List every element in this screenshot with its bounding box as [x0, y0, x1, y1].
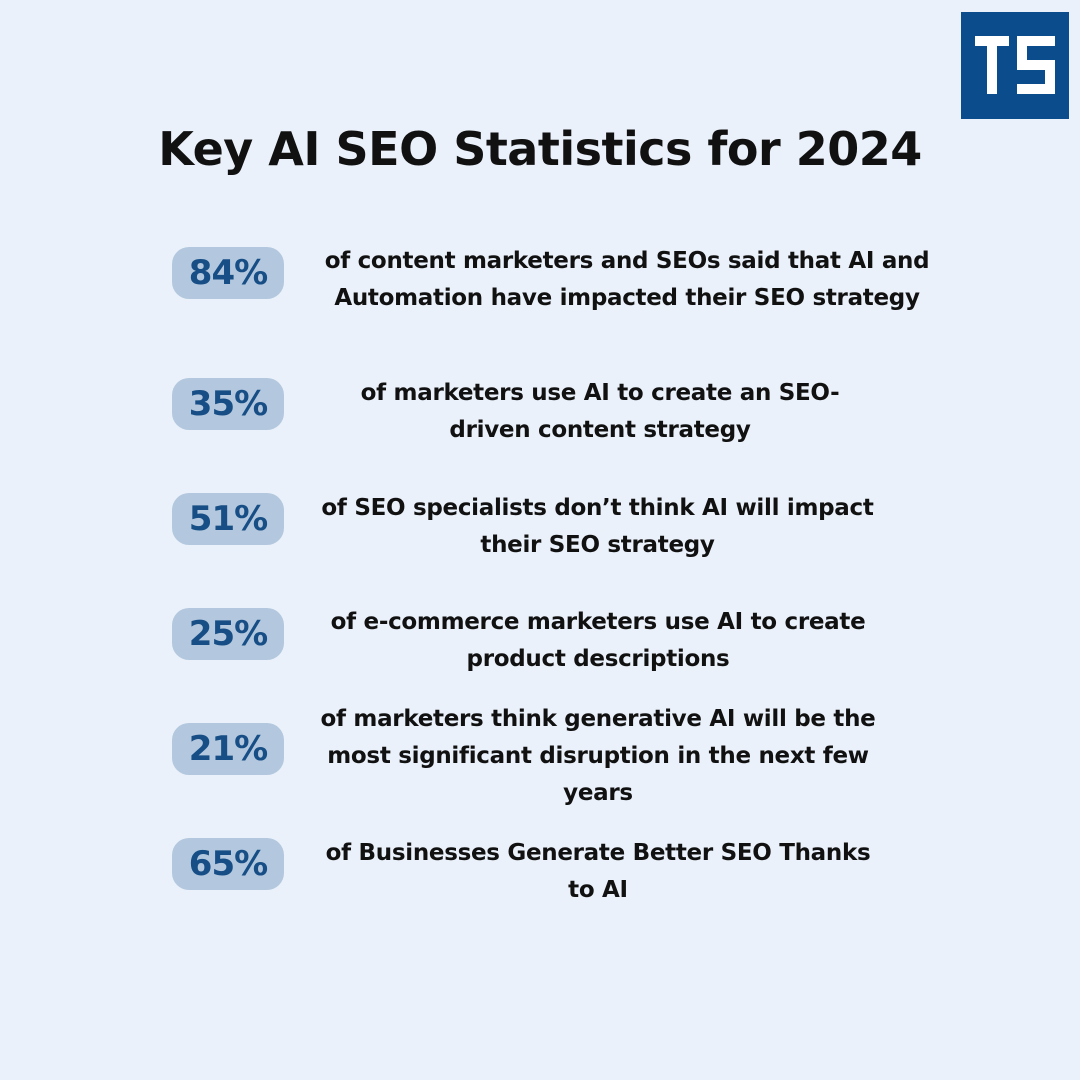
stat-description: of marketers think generative AI will be… [320, 706, 876, 806]
stat-percentage-badge: 51% [172, 493, 284, 545]
stat-description: of Businesses Generate Better SEO Thanks… [325, 840, 871, 903]
stat-item: 21% of marketers think generative AI wil… [0, 700, 1080, 820]
stat-percentage-badge: 65% [172, 838, 284, 890]
stat-item: 65% of Businesses Generate Better SEO Th… [0, 834, 1080, 954]
stat-description: of content marketers and SEOs said that … [324, 248, 930, 311]
stat-item: 51% of SEO specialists don’t think AI wi… [0, 488, 1080, 608]
brand-logo [961, 12, 1069, 119]
stat-description: of marketers use AI to create an SEO-dri… [360, 380, 840, 443]
ts-logo-mark [961, 12, 1069, 119]
stat-percentage-badge: 35% [172, 378, 284, 430]
stat-item: 25% of e-commerce marketers use AI to cr… [0, 603, 1080, 723]
stat-percentage-badge: 25% [172, 608, 284, 660]
page-title: Key AI SEO Statistics for 2024 [158, 122, 922, 176]
stat-percentage-badge: 84% [172, 247, 284, 299]
stat-description: of SEO specialists don’t think AI will i… [321, 495, 874, 558]
stat-item: 35% of marketers use AI to create an SEO… [0, 372, 1080, 492]
stat-description: of e-commerce marketers use AI to create… [330, 609, 866, 672]
stat-percentage-badge: 21% [172, 723, 284, 775]
stat-item: 84% of content marketers and SEOs said t… [0, 240, 1080, 360]
